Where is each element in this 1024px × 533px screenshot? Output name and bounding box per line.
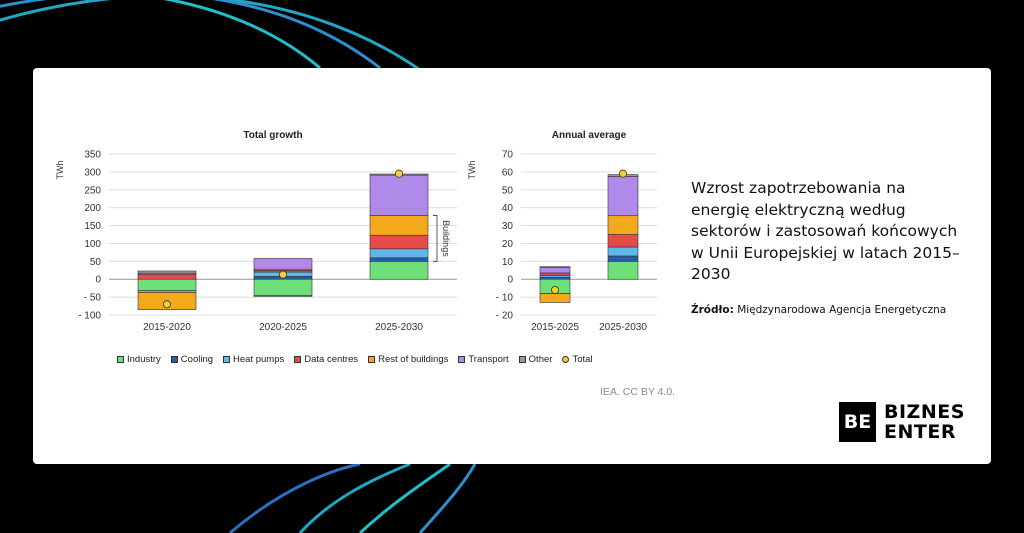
bar-segment-heat-pumps	[607, 246, 639, 257]
y-tick-label: - 50	[84, 293, 102, 304]
total-point	[278, 270, 287, 279]
legend-item-other: Other	[518, 354, 553, 365]
bar-segment-data-centres	[369, 234, 429, 250]
bar-segment-transport	[607, 176, 639, 217]
logo-line-2: ENTER	[884, 421, 956, 443]
y-tick-label: 50	[90, 257, 102, 268]
bar-segment-transport	[369, 174, 429, 216]
y-tick-label: 350	[84, 150, 101, 161]
chart-credit: IEA. CC BY 4.0.	[600, 386, 676, 398]
bar-segment-rest-of-buildings	[607, 215, 639, 235]
chart-legend: Industry Cooling Heat pumps Data centres Res…	[117, 354, 593, 365]
x-tick-label: 2020-2025	[259, 322, 307, 333]
chart-title: Annual average	[552, 130, 627, 141]
x-tick-label: 2015-2025	[531, 322, 579, 333]
y-tick-label: 30	[502, 221, 514, 232]
bar-segment-industry	[253, 278, 313, 296]
bar-segment-data-centres	[539, 272, 571, 276]
source-label: Źródło:	[691, 304, 734, 316]
x-tick-label: 2015-2020	[143, 322, 191, 333]
bar-segment-rest-of-buildings	[369, 215, 429, 236]
y-tick-label: 20	[502, 239, 514, 250]
y-tick-label: 10	[502, 257, 514, 268]
y-tick-label: 40	[502, 203, 514, 214]
x-tick-label: 2025-2030	[599, 322, 647, 333]
legend-label: Cooling	[180, 354, 214, 365]
logo-text: BIZNES ENTER	[884, 402, 965, 442]
bar-segment-industry	[137, 278, 197, 291]
y-tick-label: 0	[95, 275, 101, 286]
legend-label: Rest of buildings	[378, 354, 449, 365]
logo-mark: BE	[839, 402, 876, 442]
legend-swatch	[117, 356, 124, 363]
legend-item-transport: Transport	[458, 354, 509, 365]
y-tick-label: - 10	[496, 293, 514, 304]
y-tick-label: 100	[84, 239, 101, 250]
y-tick-label: 200	[84, 203, 101, 214]
buildings-bracket	[433, 215, 438, 262]
legend-label: Data centres	[304, 354, 359, 365]
buildings-annotation: Buildings	[441, 220, 451, 257]
chart-title: Total growth	[243, 130, 302, 141]
bar-segment-heat-pumps	[369, 248, 429, 259]
y-tick-label: - 100	[78, 311, 101, 322]
bar-segment-data-centres	[137, 273, 197, 280]
legend-swatch	[458, 356, 466, 363]
bar-segment-other	[539, 266, 571, 268]
legend-swatch	[518, 356, 526, 363]
legend-item-data-centres: Data centres	[294, 354, 358, 365]
total-point	[162, 300, 171, 309]
legend-swatch	[223, 356, 231, 363]
bar-segment-industry	[369, 261, 429, 280]
bar-segment-transport	[539, 267, 571, 274]
source-text: Międzynarodowa Agencja Energetyczna	[737, 304, 947, 316]
bar-segment-cooling	[369, 257, 429, 262]
y-tick-label: 70	[502, 150, 514, 161]
legend-label: Transport	[468, 354, 509, 365]
legend-label: Industry	[127, 354, 161, 365]
legend-swatch	[170, 356, 178, 363]
legend-swatch	[368, 356, 376, 363]
legend-label: Other	[528, 354, 553, 365]
logo-line-1: BIZNES	[884, 401, 965, 423]
y-axis-label: TWh	[467, 161, 477, 180]
legend-item-total: Total	[562, 354, 593, 365]
legend-item-industry: Industry	[117, 354, 161, 365]
total-point	[394, 169, 403, 178]
legend-swatch	[294, 356, 302, 363]
legend-item-heat-pumps: Heat pumps	[223, 354, 284, 365]
legend-label: Total	[572, 354, 593, 365]
y-tick-label: 250	[84, 185, 101, 196]
bar-segment-other	[253, 295, 313, 297]
total-point	[619, 169, 628, 178]
y-axis-label: TWh	[55, 161, 65, 180]
legend-swatch	[562, 356, 570, 363]
legend-item-rest-of-buildings: Rest of buildings	[368, 354, 448, 365]
bar-segment-rest-of-buildings	[539, 293, 571, 303]
y-tick-label: 300	[84, 167, 101, 178]
content-card: Total growth TWh 350 300 250 200 150 100 50 0- 50…	[33, 68, 991, 464]
bar-segment-cooling	[607, 255, 639, 262]
bar-segment-other	[137, 270, 197, 274]
headline: Wzrost zapotrzebowania na energię elektr…	[691, 179, 960, 283]
y-tick-label: 50	[502, 185, 514, 196]
bar-segment-transport	[253, 258, 313, 270]
source-line: Źródło: Międzynarodowa Agencja Energetyc…	[691, 304, 981, 316]
y-tick-label: 60	[502, 167, 514, 178]
bar-segment-industry	[607, 261, 639, 280]
y-tick-label: 0	[507, 275, 513, 286]
bar-segment-data-centres	[607, 234, 639, 248]
y-tick-label: - 20	[496, 311, 514, 322]
legend-label: Heat pumps	[233, 354, 285, 365]
y-tick-label: 150	[84, 221, 101, 232]
x-tick-label: 2025-2030	[375, 322, 423, 333]
legend-item-cooling: Cooling	[170, 354, 214, 365]
total-point	[551, 285, 560, 294]
bizenes-enter-logo: BE BIZNES ENTER	[839, 402, 965, 442]
